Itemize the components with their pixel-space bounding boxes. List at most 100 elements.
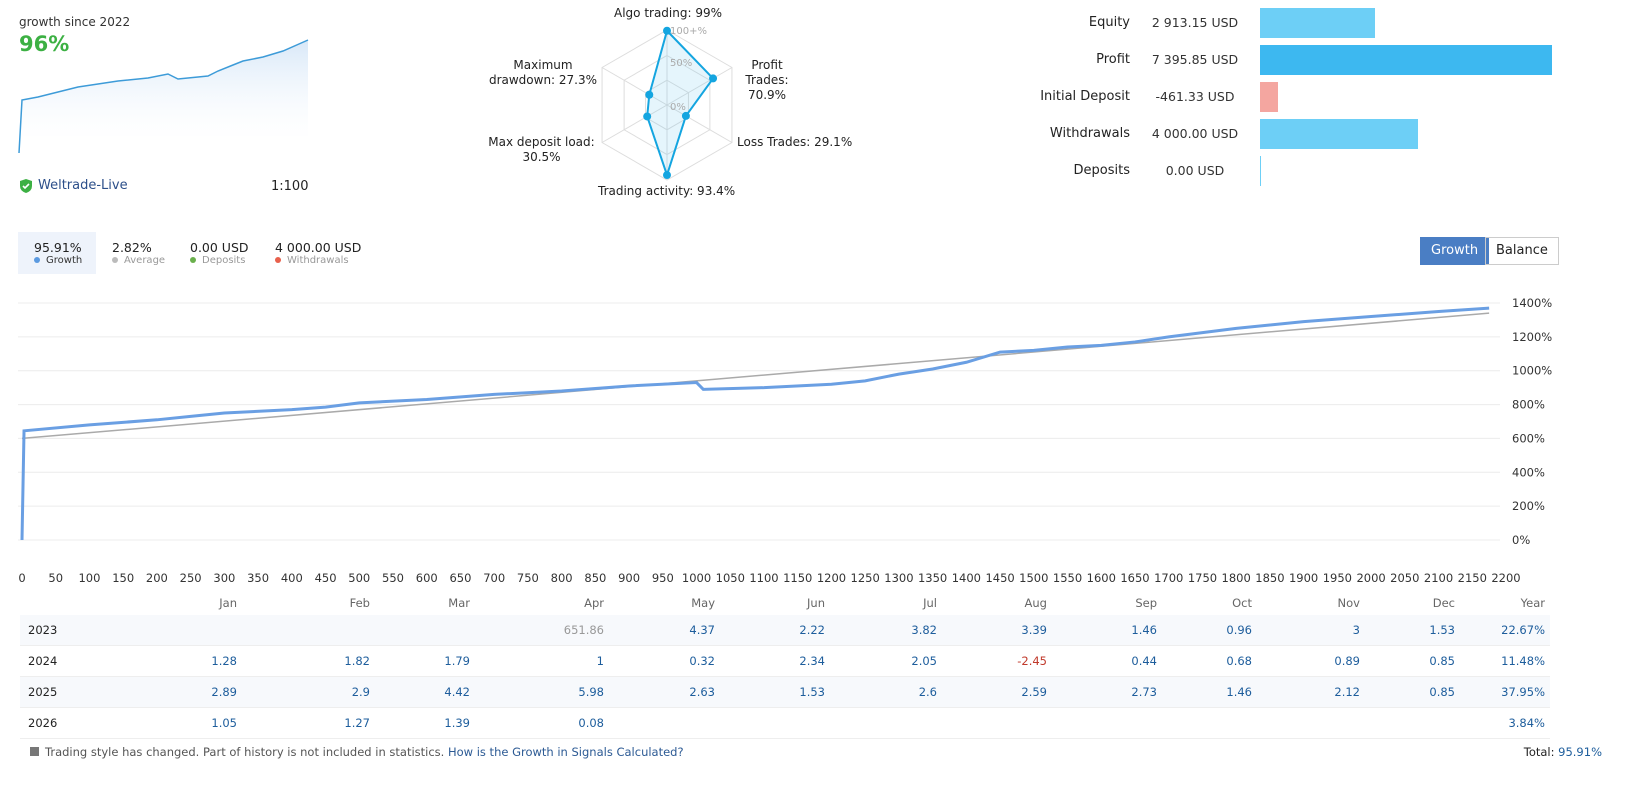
radar-point bbox=[663, 26, 671, 35]
x-tick-label: 1100 bbox=[749, 571, 778, 585]
stat-value: 2.82% bbox=[112, 240, 152, 255]
mini-growth-chart bbox=[18, 39, 309, 154]
table-cell: 2.73 bbox=[1131, 685, 1157, 699]
total-value: 95.91% bbox=[1558, 745, 1602, 759]
table-cell: 2.59 bbox=[1021, 685, 1047, 699]
row-year: 2024 bbox=[28, 654, 58, 668]
radar-chart: 100+% 50% 0% bbox=[601, 26, 733, 181]
x-tick-label: 1800 bbox=[1222, 571, 1251, 585]
y-tick-label: 200% bbox=[1512, 499, 1545, 513]
y-tick-label: 800% bbox=[1512, 398, 1545, 412]
x-tick-label: 2150 bbox=[1458, 571, 1487, 585]
radar-tick: 0% bbox=[670, 102, 686, 113]
bar-value: 4 000.00 USD bbox=[1151, 126, 1239, 141]
total: Total: 95.91% bbox=[1524, 745, 1602, 759]
radar-axis bbox=[601, 67, 668, 106]
x-tick-label: 450 bbox=[315, 571, 337, 585]
y-tick-label: 1400% bbox=[1512, 296, 1552, 310]
y-tick-label: 400% bbox=[1512, 465, 1545, 479]
bar-profit bbox=[1260, 45, 1552, 75]
x-tick-label: 1350 bbox=[918, 571, 947, 585]
x-tick-label: 1550 bbox=[1053, 571, 1082, 585]
y-tick-label: 600% bbox=[1512, 431, 1545, 445]
table-cell: 1.53 bbox=[1429, 623, 1455, 637]
table-cell: Sep bbox=[1135, 596, 1157, 610]
row-year: 2026 bbox=[28, 716, 58, 730]
radar-point bbox=[643, 112, 652, 121]
x-tick-label: 150 bbox=[112, 571, 134, 585]
stat-label: Average bbox=[124, 255, 166, 266]
leverage: 1:100 bbox=[271, 179, 309, 194]
stat-growth[interactable]: 95.91% Growth bbox=[18, 232, 96, 274]
growth-toggle-button[interactable]: Growth bbox=[1420, 237, 1490, 265]
table-cell: 3.82 bbox=[911, 623, 937, 637]
x-tick-label: 650 bbox=[449, 571, 471, 585]
x-tick-label: 900 bbox=[618, 571, 640, 585]
bar-value: 0.00 USD bbox=[1165, 163, 1225, 178]
radar-axis bbox=[666, 104, 733, 143]
table-cell: 2.63 bbox=[689, 685, 715, 699]
table-cell: Dec bbox=[1432, 596, 1455, 610]
x-tick-label: 2200 bbox=[1491, 571, 1520, 585]
average-dot-icon bbox=[112, 257, 118, 263]
table-cell: Year bbox=[1520, 596, 1545, 610]
x-tick-label: 1750 bbox=[1188, 571, 1217, 585]
x-tick-label: 550 bbox=[382, 571, 404, 585]
warning-icon bbox=[30, 747, 39, 756]
y-tick-label: 1200% bbox=[1512, 330, 1552, 344]
table-cell: 2.6 bbox=[918, 685, 937, 699]
table-cell: 2.34 bbox=[799, 654, 825, 668]
x-tick-label: 200 bbox=[146, 571, 168, 585]
series-growth bbox=[20, 306, 1490, 541]
balance-toggle-button[interactable]: Balance bbox=[1485, 237, 1559, 265]
table-cell: 3.84% bbox=[1508, 716, 1545, 730]
radar-label-drawdown: Maximum drawdown: 27.3% bbox=[488, 58, 598, 87]
bar-label: Initial Deposit bbox=[1040, 89, 1130, 104]
table-cell: 2.89 bbox=[211, 685, 237, 699]
table-cell: -2.45 bbox=[1017, 654, 1047, 668]
stat-average[interactable]: 2.82% Average bbox=[96, 232, 165, 274]
stat-value: 4 000.00 USD bbox=[275, 240, 362, 255]
verified-shield-icon bbox=[20, 179, 32, 193]
x-tick-label: 400 bbox=[281, 571, 303, 585]
stat-deposits[interactable]: 0.00 USD Deposits bbox=[174, 232, 249, 274]
x-tick-label: 500 bbox=[348, 571, 370, 585]
table-cell: 0.68 bbox=[1226, 654, 1252, 668]
x-tick-label: 1850 bbox=[1255, 571, 1284, 585]
footer-note-text: Trading style has changed. Part of histo… bbox=[45, 745, 445, 759]
stat-value: 95.91% bbox=[34, 240, 82, 255]
table-cell: 1.27 bbox=[344, 716, 370, 730]
row-year: 2025 bbox=[28, 685, 58, 699]
bar-label: Withdrawals bbox=[1049, 126, 1130, 141]
x-tick-label: 1650 bbox=[1120, 571, 1149, 585]
table-cell: Nov bbox=[1337, 596, 1360, 610]
table-cell: 0.32 bbox=[689, 654, 715, 668]
growth-chart: 0% 200% 400% 600% 800% 1000% 1200% 1400% 0 50 100 1… bbox=[18, 296, 1552, 585]
table-cell: Feb bbox=[349, 596, 370, 610]
x-tick-label: 2100 bbox=[1424, 571, 1453, 585]
x-tick-label: 1400 bbox=[952, 571, 981, 585]
broker-link[interactable]: Weltrade-Live bbox=[38, 178, 128, 193]
radar-point bbox=[645, 90, 654, 99]
table-cell: 0.96 bbox=[1226, 623, 1252, 637]
growth-calc-link[interactable]: How is the Growth in Signals Calculated? bbox=[447, 745, 684, 759]
withdrawals-dot-icon bbox=[275, 257, 281, 263]
table-cell: 1.28 bbox=[211, 654, 237, 668]
table-cell: 1.79 bbox=[444, 654, 470, 668]
table-cell: 1 bbox=[596, 654, 604, 668]
table-cell: Mar bbox=[448, 596, 470, 610]
radar-label-profit: Profit Trades: 70.9% bbox=[745, 58, 789, 102]
table-cell: 1.46 bbox=[1226, 685, 1252, 699]
stat-label: Withdrawals bbox=[287, 255, 349, 266]
stat-value: 0.00 USD bbox=[190, 240, 249, 255]
table-header: Jan Feb Mar Apr May Jun Jul Aug Sep Oct Nov Dec Year bbox=[20, 588, 1550, 619]
table-row: 2023 651.86 4.37 2.22 3.82 3.39 1.46 0.96 3 1.53 2… bbox=[20, 615, 1550, 646]
x-tick-label: 300 bbox=[213, 571, 235, 585]
radar-axis bbox=[601, 104, 668, 143]
row-year: 2023 bbox=[28, 623, 58, 637]
radar-point bbox=[663, 171, 671, 180]
growth-value: 96% bbox=[19, 32, 70, 56]
stat-withdrawals[interactable]: 4 000.00 USD Withdrawals bbox=[259, 232, 361, 274]
bar-value: 2 913.15 USD bbox=[1151, 15, 1239, 30]
table-cell: 0.44 bbox=[1131, 654, 1157, 668]
